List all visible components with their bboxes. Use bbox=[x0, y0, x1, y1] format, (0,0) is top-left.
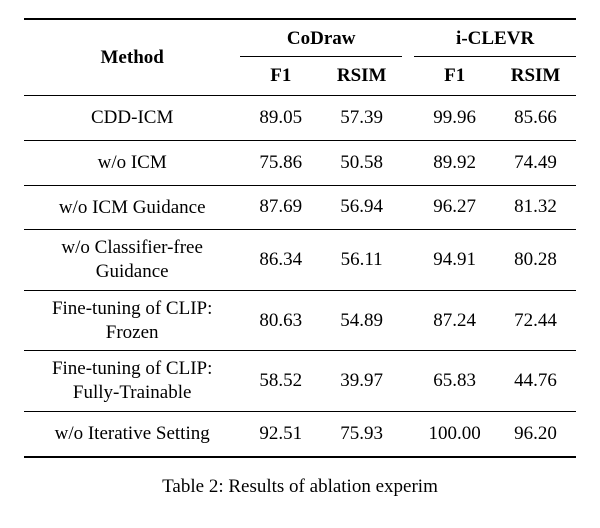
col-header-iclevr-rsim: RSIM bbox=[495, 57, 576, 96]
method-line: Fine-tuning of CLIP: bbox=[52, 298, 212, 319]
value-cell: 94.91 bbox=[414, 230, 495, 291]
header-gap bbox=[402, 19, 414, 57]
value-cell: 75.93 bbox=[321, 411, 402, 456]
col-group-codraw: CoDraw bbox=[240, 19, 402, 57]
value-cell: 100.00 bbox=[414, 411, 495, 456]
value-cell: 96.20 bbox=[495, 411, 576, 456]
col-header-method: Method bbox=[24, 19, 240, 96]
value-cell: 92.51 bbox=[240, 411, 321, 456]
value-cell: 96.27 bbox=[414, 185, 495, 230]
method-cell: w/o ICM Guidance bbox=[24, 185, 240, 230]
table-caption: Table 2: Results of ablation experim bbox=[24, 458, 576, 498]
value-cell: 58.52 bbox=[240, 351, 321, 412]
value-cell: 89.05 bbox=[240, 96, 321, 141]
value-cell: 44.76 bbox=[495, 351, 576, 412]
method-cell: w/o Classifier-free Guidance bbox=[24, 230, 240, 291]
value-cell: 81.32 bbox=[495, 185, 576, 230]
row-gap bbox=[402, 96, 414, 141]
table-row: w/o Iterative Setting 92.51 75.93 100.00… bbox=[24, 411, 576, 456]
value-cell: 39.97 bbox=[321, 351, 402, 412]
method-cell: w/o ICM bbox=[24, 140, 240, 185]
row-gap bbox=[402, 290, 414, 351]
method-line: Frozen bbox=[106, 322, 159, 343]
value-cell: 65.83 bbox=[414, 351, 495, 412]
value-cell: 50.58 bbox=[321, 140, 402, 185]
row-gap bbox=[402, 230, 414, 291]
value-cell: 56.11 bbox=[321, 230, 402, 291]
value-cell: 54.89 bbox=[321, 290, 402, 351]
value-cell: 85.66 bbox=[495, 96, 576, 141]
value-cell: 87.69 bbox=[240, 185, 321, 230]
method-cell: Fine-tuning of CLIP: Fully-Trainable bbox=[24, 351, 240, 412]
table-header-row-1: Method CoDraw i-CLEVR bbox=[24, 19, 576, 57]
value-cell: 80.28 bbox=[495, 230, 576, 291]
method-line: w/o ICM bbox=[98, 152, 167, 173]
row-gap bbox=[402, 185, 414, 230]
method-line: Fine-tuning of CLIP: bbox=[52, 358, 212, 379]
header-gap bbox=[402, 57, 414, 96]
col-group-iclevr: i-CLEVR bbox=[414, 19, 576, 57]
row-gap bbox=[402, 140, 414, 185]
table-row: w/o ICM Guidance 87.69 56.94 96.27 81.32 bbox=[24, 185, 576, 230]
method-cell: CDD-ICM bbox=[24, 96, 240, 141]
value-cell: 75.86 bbox=[240, 140, 321, 185]
table-row: w/o Classifier-free Guidance 86.34 56.11… bbox=[24, 230, 576, 291]
row-gap bbox=[402, 411, 414, 456]
method-line: Fully-Trainable bbox=[73, 382, 192, 403]
table-row: w/o ICM 75.86 50.58 89.92 74.49 bbox=[24, 140, 576, 185]
col-header-codraw-f1: F1 bbox=[240, 57, 321, 96]
table-row: CDD-ICM 89.05 57.39 99.96 85.66 bbox=[24, 96, 576, 141]
value-cell: 99.96 bbox=[414, 96, 495, 141]
method-line: w/o ICM Guidance bbox=[59, 197, 206, 218]
value-cell: 87.24 bbox=[414, 290, 495, 351]
col-header-iclevr-f1: F1 bbox=[414, 57, 495, 96]
value-cell: 57.39 bbox=[321, 96, 402, 141]
method-line: w/o Iterative Setting bbox=[55, 423, 210, 444]
method-cell: Fine-tuning of CLIP: Frozen bbox=[24, 290, 240, 351]
value-cell: 74.49 bbox=[495, 140, 576, 185]
value-cell: 86.34 bbox=[240, 230, 321, 291]
method-line: CDD-ICM bbox=[91, 107, 173, 128]
method-line: w/o Classifier-free bbox=[61, 237, 203, 258]
row-gap bbox=[402, 351, 414, 412]
method-line: Guidance bbox=[96, 261, 169, 282]
table-container: Method CoDraw i-CLEVR F1 RSIM F1 RSIM CD… bbox=[0, 0, 600, 498]
table-row: Fine-tuning of CLIP: Fully-Trainable 58.… bbox=[24, 351, 576, 412]
method-cell: w/o Iterative Setting bbox=[24, 411, 240, 456]
results-table: Method CoDraw i-CLEVR F1 RSIM F1 RSIM CD… bbox=[24, 18, 576, 458]
value-cell: 89.92 bbox=[414, 140, 495, 185]
value-cell: 72.44 bbox=[495, 290, 576, 351]
col-header-codraw-rsim: RSIM bbox=[321, 57, 402, 96]
table-row: Fine-tuning of CLIP: Frozen 80.63 54.89 … bbox=[24, 290, 576, 351]
value-cell: 80.63 bbox=[240, 290, 321, 351]
value-cell: 56.94 bbox=[321, 185, 402, 230]
